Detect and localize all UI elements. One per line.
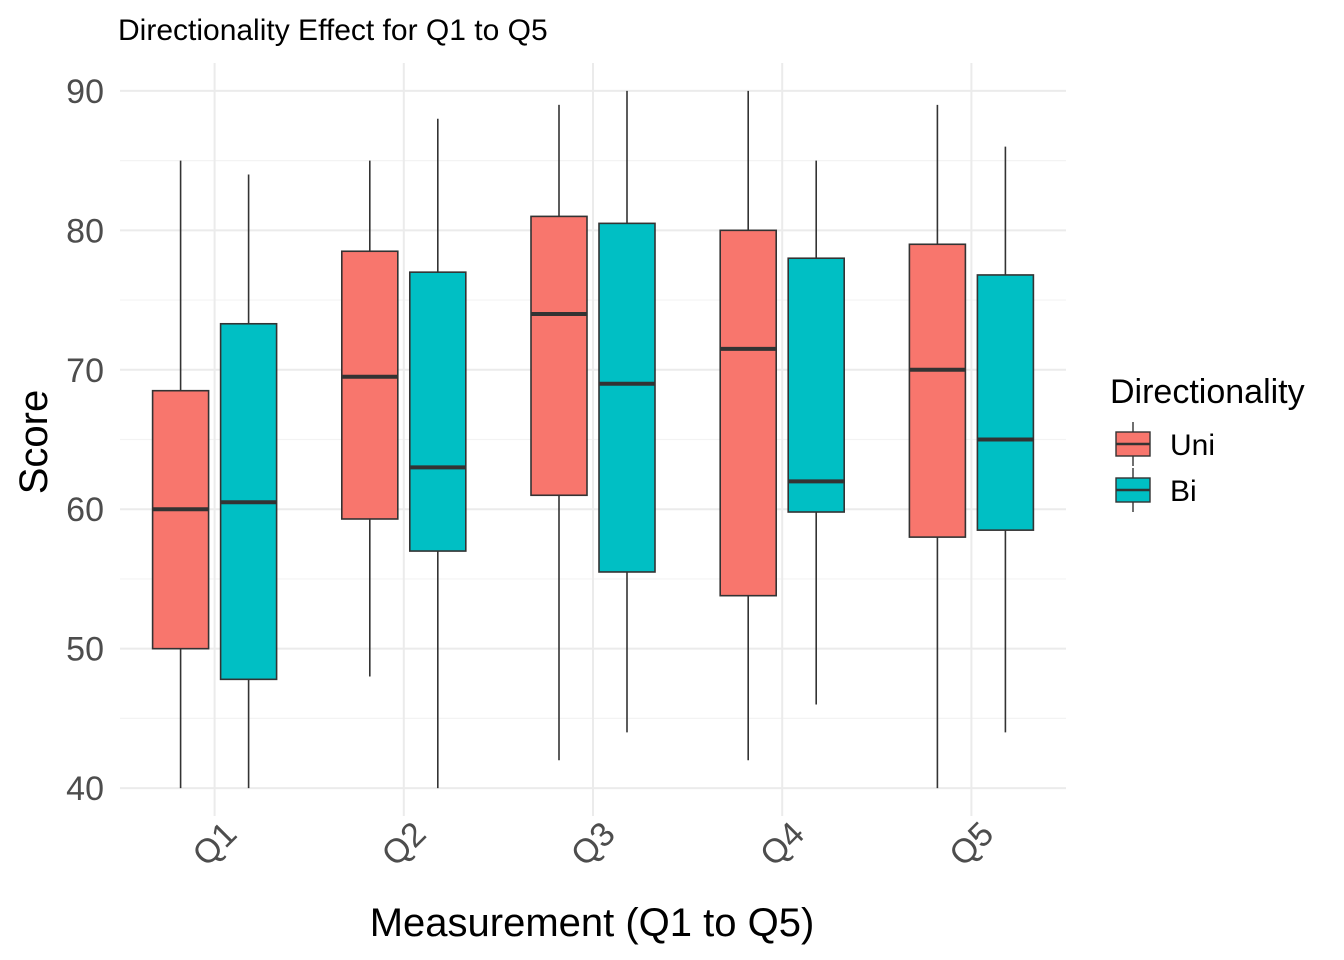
- y-tick-label: 50: [66, 631, 104, 669]
- box-body: [408, 271, 467, 552]
- x-tick-label: Q1: [185, 815, 244, 874]
- x-tick-label: Q4: [753, 815, 812, 874]
- y-axis-label: Score: [12, 390, 56, 495]
- box-bi-q5: [976, 146, 1035, 733]
- box-body: [530, 215, 588, 497]
- y-tick-label: 90: [66, 73, 104, 111]
- box-bi-q3: [598, 90, 656, 733]
- y-tick-label: 80: [66, 212, 104, 250]
- y-tick-label: 60: [66, 491, 104, 529]
- box-body: [908, 243, 967, 538]
- box-bi-q1: [219, 174, 278, 789]
- x-tick-label: Q5: [942, 815, 1001, 874]
- y-tick-label: 70: [66, 352, 104, 390]
- box-uni-q3: [530, 104, 588, 761]
- legend: Directionality Uni Bi: [1110, 373, 1305, 512]
- legend-label: Uni: [1170, 429, 1215, 462]
- grid-lines: [120, 63, 1066, 816]
- box-bi-q4: [787, 160, 846, 705]
- legend-item-bi: Bi: [1115, 468, 1197, 512]
- legend-title: Directionality: [1110, 373, 1305, 411]
- legend-label: Bi: [1170, 475, 1197, 508]
- box-bi-q2: [408, 118, 467, 789]
- box-series: [151, 90, 1035, 789]
- legend-item-uni: Uni: [1115, 422, 1215, 466]
- y-axis-ticks: 40 50 60 70 80 90: [66, 73, 104, 808]
- box-uni-q2: [340, 160, 399, 677]
- x-tick-label: Q3: [564, 815, 623, 874]
- y-tick-label: 40: [66, 770, 104, 808]
- box-body: [340, 250, 399, 520]
- box-uni-q4: [719, 90, 778, 761]
- box-body: [598, 222, 656, 573]
- box-body: [719, 229, 778, 597]
- x-axis-ticks: Q1 Q2 Q3 Q4 Q5: [185, 815, 1001, 874]
- box-body: [976, 274, 1035, 531]
- x-tick-label: Q2: [375, 815, 434, 874]
- x-axis-label: Measurement (Q1 to Q5): [370, 901, 815, 945]
- box-body: [151, 389, 210, 650]
- box-body: [787, 257, 846, 513]
- box-uni-q5: [908, 104, 967, 789]
- box-uni-q1: [151, 160, 210, 789]
- chart-title: Directionality Effect for Q1 to Q5: [118, 14, 548, 47]
